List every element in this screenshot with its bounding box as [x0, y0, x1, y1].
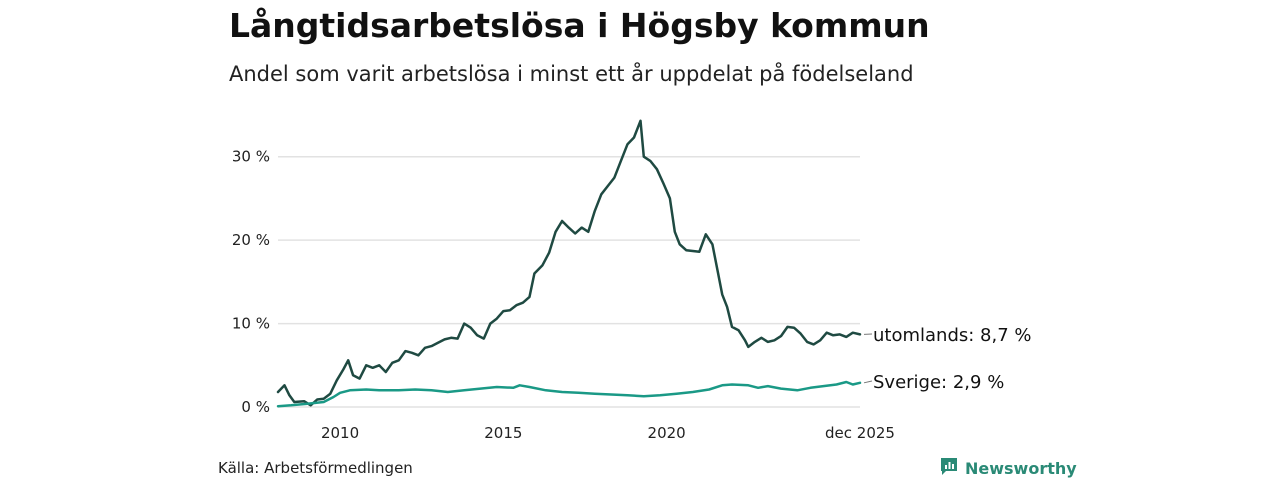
x-tick-label: 2015 [484, 424, 522, 442]
x-tick-label: 2020 [648, 424, 686, 442]
y-tick-label: 20 % [232, 231, 270, 249]
y-tick-label: 10 % [232, 315, 270, 333]
y-tick-label: 0 % [241, 398, 270, 416]
chart-title: Långtidsarbetslösa i Högsby kommun [229, 6, 930, 45]
y-tick-label: 30 % [232, 148, 270, 166]
source-note: Källa: Arbetsförmedlingen [218, 459, 413, 477]
series-line-sverige [276, 380, 862, 408]
series-label-leader [863, 380, 873, 384]
x-tick-label: 2010 [321, 424, 359, 442]
brand-name: Newsworthy [965, 458, 1077, 478]
x-tick-label: dec 2025 [825, 424, 895, 442]
newsworthy-logo-icon [939, 456, 959, 480]
series-line-utomlands [276, 119, 862, 407]
series-label-sverige: Sverige: 2,9 % [873, 372, 1004, 393]
brand-logo[interactable]: Newsworthy [939, 456, 1077, 480]
chart-subtitle: Andel som varit arbetslösa i minst ett å… [229, 62, 914, 86]
series-label-utomlands: utomlands: 8,7 % [873, 325, 1032, 346]
